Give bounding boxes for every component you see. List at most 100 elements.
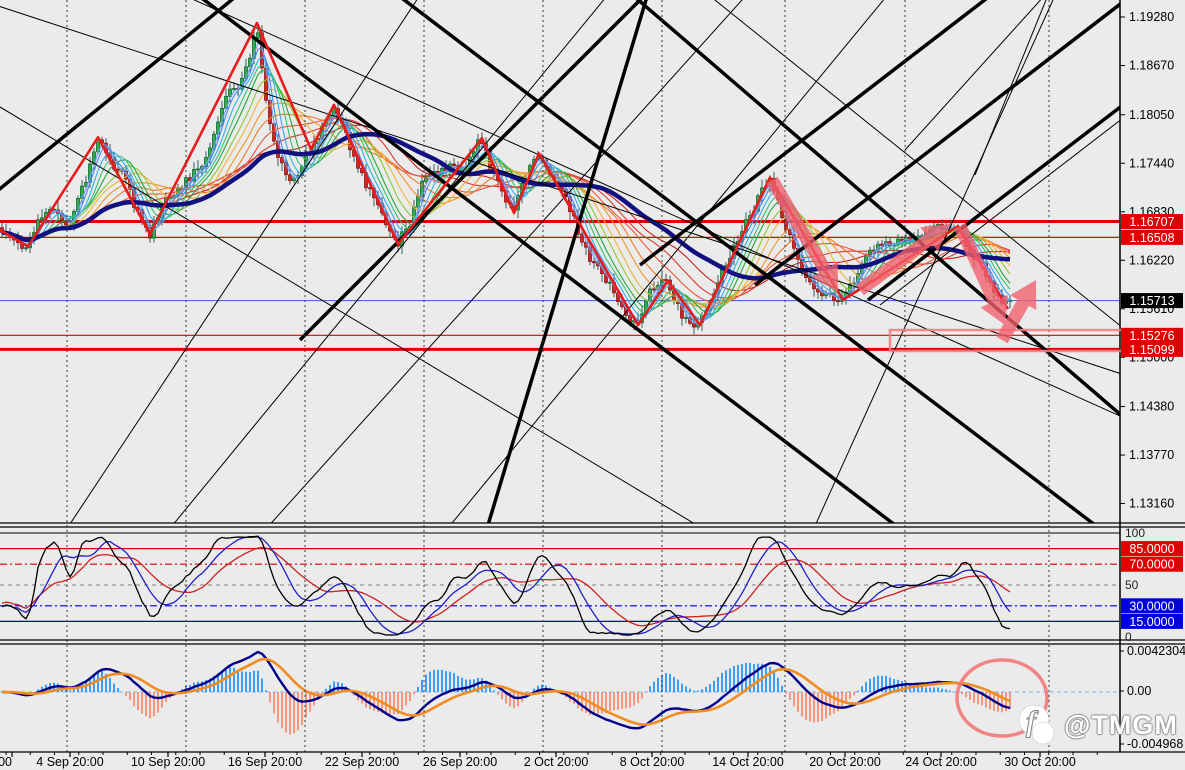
hist-bar-neg <box>497 692 499 695</box>
hist-bar-neg <box>529 692 531 694</box>
annotation-arrows[interactable] <box>766 176 1037 344</box>
hist-bar-pos <box>477 677 479 692</box>
hist-bar-pos <box>925 687 927 692</box>
arrow-shaft <box>954 223 1003 310</box>
hist-bar-neg <box>513 692 515 709</box>
hist-bar-neg <box>797 692 799 712</box>
hist-bar-neg <box>985 692 987 708</box>
hist-bar-pos <box>197 681 199 692</box>
hist-bar-neg <box>961 692 963 694</box>
hist-bar-pos <box>105 673 107 692</box>
sr-price-badge: 1.16707 <box>1129 215 1174 229</box>
time-label: 20 Oct 20:00 <box>809 755 881 769</box>
hist-bar-neg <box>285 692 287 733</box>
osc-fast-black <box>1 535 1011 636</box>
bull-candle <box>40 217 44 221</box>
trendline <box>879 119 1120 306</box>
hist-bar-neg <box>321 692 323 694</box>
hist-bar-pos <box>725 670 727 692</box>
hist-bar-pos <box>769 666 771 692</box>
hist-bar-neg <box>969 692 971 700</box>
hist-bar-pos <box>929 687 931 692</box>
hist-bar-pos <box>489 685 491 692</box>
macd-panel[interactable] <box>0 650 1120 735</box>
osc-scale-label: 100 <box>1125 526 1145 540</box>
arrow-head <box>920 224 950 252</box>
hist-bar-pos <box>457 675 459 692</box>
hist-bar-pos <box>229 666 231 692</box>
hist-bar-pos <box>901 681 903 692</box>
hist-bar-neg <box>809 692 811 722</box>
hist-bar-pos <box>233 667 235 692</box>
hist-bar-pos <box>713 680 715 692</box>
hist-bar-pos <box>249 672 251 692</box>
hist-bar-neg <box>581 692 583 712</box>
time-label: 26 Sep 20:00 <box>423 755 497 769</box>
hist-bar-pos <box>37 689 39 692</box>
bear-candle <box>280 157 284 164</box>
hist-bar-neg <box>585 692 587 713</box>
hist-bar-pos <box>417 686 419 692</box>
price-tick-label: 1.13770 <box>1129 448 1174 462</box>
trendline <box>298 0 643 342</box>
sr-price-badge: 1.16508 <box>1129 231 1174 245</box>
oscillator-panel[interactable] <box>0 532 1120 636</box>
oscillator-lines <box>1 535 1011 636</box>
trendline <box>904 0 1042 151</box>
hist-bar-neg <box>137 692 139 710</box>
price-tick-label: 1.18670 <box>1129 58 1174 72</box>
hist-bar-neg <box>825 692 827 719</box>
osc-badge: 85.0000 <box>1129 542 1174 556</box>
hist-bar-neg <box>281 692 283 729</box>
hist-bar-neg <box>577 692 579 709</box>
hist-bar-pos <box>773 671 775 692</box>
hist-bar-neg <box>409 692 411 701</box>
time-label: 30 Oct 20:00 <box>1004 755 1076 769</box>
hist-bar-pos <box>41 686 43 692</box>
time-axis[interactable]: :00 4 Sep 20:00 10 Sep 20:00 16 Sep 20:00 22… <box>0 752 1098 769</box>
hist-bar-pos <box>261 678 263 692</box>
hist-bar-neg <box>801 692 803 717</box>
hist-bar-neg <box>397 692 399 715</box>
hist-bar-pos <box>917 686 919 692</box>
hist-bar-neg <box>373 692 375 711</box>
hist-bar-neg <box>277 692 279 723</box>
hist-bar-pos <box>241 671 243 692</box>
hist-bar-pos <box>237 670 239 692</box>
price-tick-label: 1.14380 <box>1129 400 1174 414</box>
bull-candle <box>228 88 232 97</box>
hist-bar-pos <box>225 668 227 692</box>
macd-lines <box>1 650 1011 730</box>
arrow-shaft <box>856 230 938 296</box>
hist-bar-neg <box>133 692 135 707</box>
hist-bar-neg <box>837 692 839 712</box>
time-label: 4 Sep 20:00 <box>36 755 103 769</box>
horizontal-levels[interactable] <box>0 220 1120 351</box>
hist-bar-pos <box>701 689 703 692</box>
rainbow-ma <box>1 64 1011 318</box>
price-tick-label: 1.19280 <box>1129 10 1174 24</box>
hist-bar-neg <box>981 692 983 706</box>
price-tick-label: 1.16220 <box>1129 253 1174 267</box>
hist-bar-neg <box>813 692 815 723</box>
hist-bar-pos <box>465 679 467 692</box>
hist-bar-neg <box>997 692 999 712</box>
macd-scale-label: 0.0042304 <box>1127 644 1185 658</box>
hist-bar-pos <box>741 664 743 692</box>
osc-slow-red <box>1 546 1011 627</box>
arrow-shaft <box>766 176 834 279</box>
highlight-ellipse[interactable] <box>955 658 1049 738</box>
macd-axis: 0.0042304 0.00 -0.004968 <box>1120 644 1185 751</box>
hist-bar-pos <box>697 690 699 692</box>
hist-bar-pos <box>429 671 431 692</box>
trendline <box>486 0 648 523</box>
rainbow-ma <box>1 69 1011 315</box>
hist-bar-neg <box>33 692 35 693</box>
hist-bar-neg <box>273 692 275 714</box>
hist-bar-neg <box>301 692 303 726</box>
hist-bar-pos <box>933 687 935 692</box>
